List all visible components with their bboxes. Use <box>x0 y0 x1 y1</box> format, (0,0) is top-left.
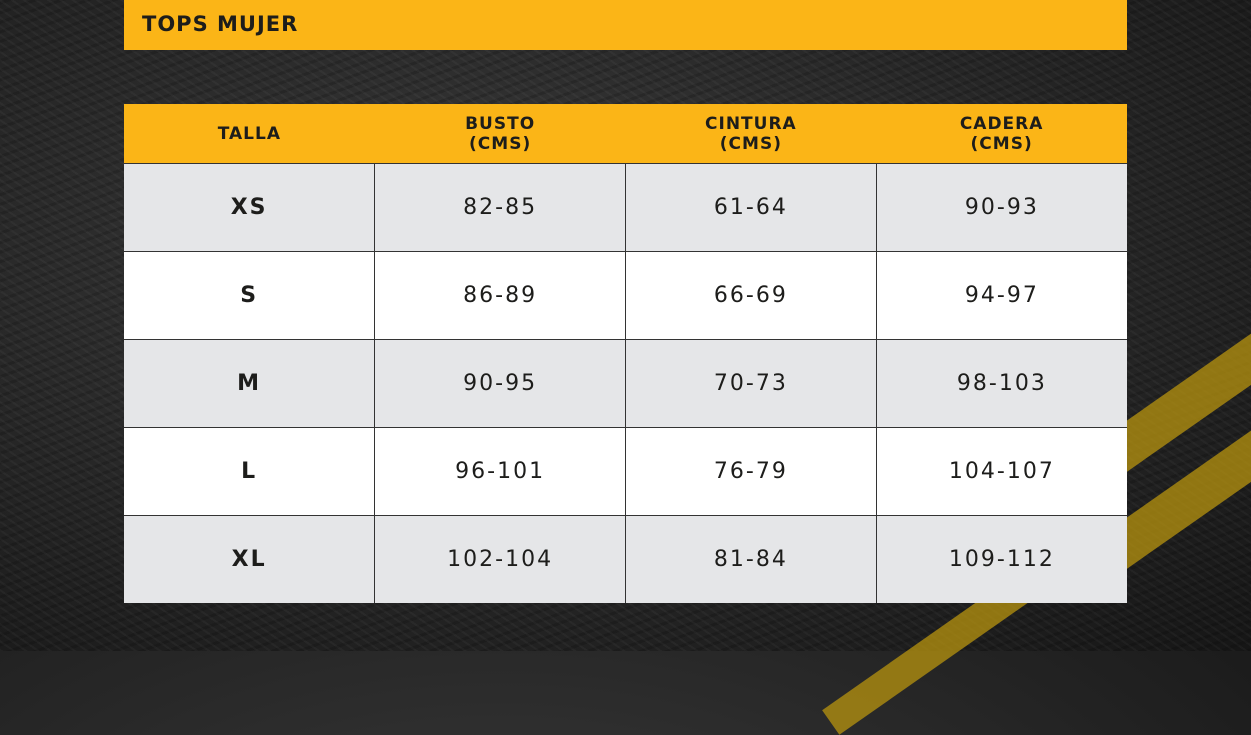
header-busto-label: BUSTO <box>465 113 536 134</box>
header-busto-unit: (CMS) <box>469 133 532 154</box>
table-row: S 86-89 66-69 94-97 <box>124 251 1127 340</box>
size-table: TALLA BUSTO (CMS) CINTURA (CMS) CADERA (CMS… <box>124 104 1127 603</box>
cell-size: XS <box>124 163 375 252</box>
header-busto: BUSTO (CMS) <box>374 104 626 164</box>
cell-bust: 96-101 <box>374 427 626 516</box>
cell-hip: 109-112 <box>875 515 1127 603</box>
cell-waist: 81-84 <box>625 515 877 603</box>
cell-size: M <box>124 339 375 428</box>
header-row: TALLA BUSTO (CMS) CINTURA (CMS) CADERA (CMS… <box>124 104 1127 164</box>
table-row: L 96-101 76-79 104-107 <box>124 427 1127 516</box>
header-cadera-unit: (CMS) <box>970 133 1033 154</box>
cell-bust: 90-95 <box>374 339 626 428</box>
cell-size: L <box>124 427 375 516</box>
cell-waist: 70-73 <box>625 339 877 428</box>
cell-hip: 94-97 <box>875 251 1127 340</box>
cell-bust: 82-85 <box>374 163 626 252</box>
header-cintura-unit: (CMS) <box>719 133 782 154</box>
page-title: TOPS MUJER <box>142 12 299 36</box>
table-row: XL 102-104 81-84 109-112 <box>124 515 1127 603</box>
cell-waist: 76-79 <box>625 427 877 516</box>
cell-hip: 90-93 <box>875 163 1127 252</box>
cell-waist: 61-64 <box>625 163 877 252</box>
cell-size: XL <box>124 515 375 603</box>
cell-size: S <box>124 251 375 340</box>
header-cintura-label: CINTURA <box>705 113 797 134</box>
cell-bust: 102-104 <box>374 515 626 603</box>
header-cintura: CINTURA (CMS) <box>625 104 877 164</box>
cell-hip: 104-107 <box>875 427 1127 516</box>
title-bar: TOPS MUJER <box>124 0 1127 50</box>
table-row: M 90-95 70-73 98-103 <box>124 339 1127 428</box>
size-table-body: XS 82-85 61-64 90-93 S 86-89 66-69 94-97 M 90-95 7… <box>124 163 1127 603</box>
header-talla: TALLA <box>124 104 375 164</box>
header-cadera-label: CADERA <box>959 113 1044 134</box>
cell-waist: 66-69 <box>625 251 877 340</box>
cell-bust: 86-89 <box>374 251 626 340</box>
cell-hip: 98-103 <box>875 339 1127 428</box>
header-talla-label: TALLA <box>217 123 281 144</box>
table-row: XS 82-85 61-64 90-93 <box>124 163 1127 252</box>
header-cadera: CADERA (CMS) <box>876 104 1127 164</box>
